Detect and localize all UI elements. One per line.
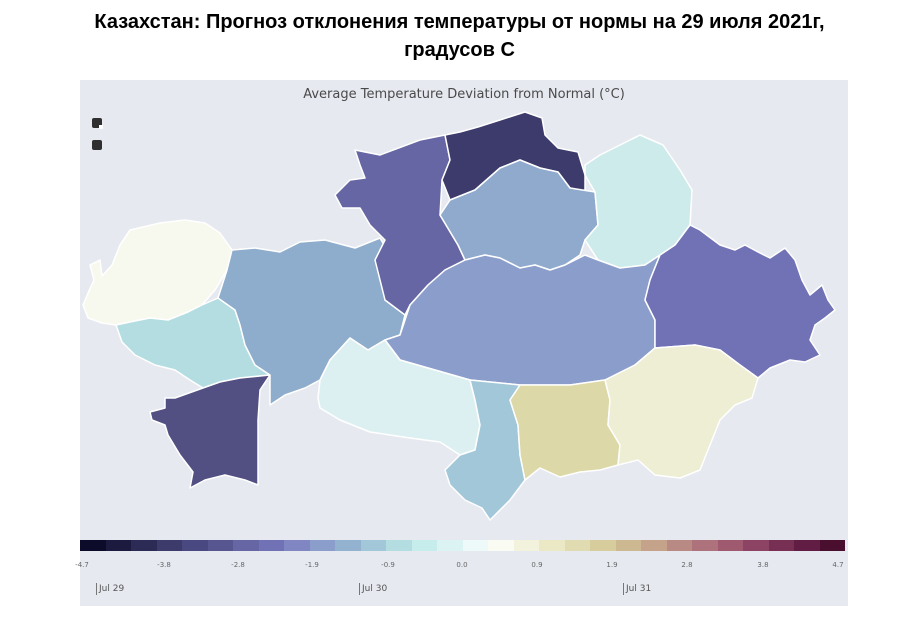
kazakhstan-map [82,111,836,521]
colorbar-tick: 3.8 [757,561,769,569]
colorbar-swatch [743,540,769,551]
map-title: Average Temperature Deviation from Norma… [303,87,625,102]
map-panel: Average Temperature Deviation from Norma… [75,80,848,606]
colorbar-swatch [768,540,794,551]
colorbar-swatch [717,540,743,551]
region-zhambyl[interactable] [509,379,621,481]
timeline-date-jul-29[interactable]: Jul 29 [96,583,124,595]
timeline-date-jul-30[interactable]: Jul 30 [359,583,387,595]
colorbar-swatch [131,540,157,551]
colorbar-swatch [666,540,692,551]
colorbar-swatch [360,540,386,551]
region-mangystau[interactable] [149,374,271,489]
colorbar-tick: -3.8 [157,561,171,569]
colorbar-swatch [335,540,361,551]
zoom-in-icon[interactable] [92,118,103,129]
colorbar-swatch [564,540,590,551]
colorbar-swatch [207,540,233,551]
colorbar-swatch [590,540,616,551]
colorbar-swatch [794,540,820,551]
colorbar-tick: -4.7 [75,561,89,569]
colorbar-tick: -2.8 [231,561,245,569]
colorbar-tick: 4.7 [832,561,844,569]
page-title: Казахстан: Прогноз отклонения температур… [0,8,919,64]
colorbar-swatch [309,540,335,551]
colorbar-swatch [411,540,437,551]
colorbar-swatch [233,540,259,551]
color-scale-bar [80,540,845,551]
colorbar-swatch [615,540,641,551]
colorbar-swatch [819,540,845,551]
colorbar-swatch [284,540,310,551]
colorbar-swatch [80,540,106,551]
colorbar-swatch [258,540,284,551]
page-title-line-2: градусов С [404,39,515,61]
colorbar-tick: 1.9 [606,561,618,569]
colorbar-swatch [156,540,182,551]
colorbar-swatch [488,540,514,551]
colorbar-tick: 2.8 [681,561,693,569]
region-almaty[interactable] [604,344,759,479]
page-title-line-1: Казахстан: Прогноз отклонения температур… [94,11,825,33]
colorbar-tick: 0.9 [531,561,543,569]
colorbar-tick: 0.0 [456,561,468,569]
timeline-date-jul-31[interactable]: Jul 31 [623,583,651,595]
colorbar-tick: -1.9 [305,561,319,569]
colorbar-swatch [539,540,565,551]
colorbar-swatch [692,540,718,551]
colorbar-swatch [513,540,539,551]
colorbar-swatch [641,540,667,551]
colorbar-tick: -0.9 [381,561,395,569]
zoom-out-icon[interactable] [92,140,102,150]
colorbar-swatch [462,540,488,551]
colorbar-swatch [386,540,412,551]
colorbar-swatch [105,540,131,551]
colorbar-swatch [182,540,208,551]
colorbar-swatch [437,540,463,551]
